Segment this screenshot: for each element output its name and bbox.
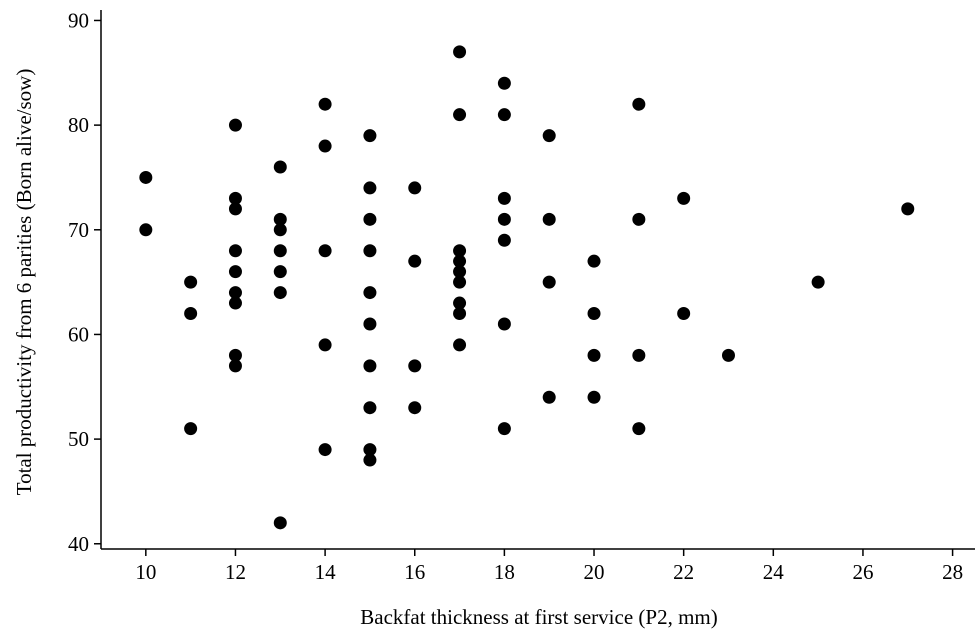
x-tick-label: 24 xyxy=(763,560,785,584)
data-point xyxy=(408,359,422,373)
data-point xyxy=(632,97,646,111)
data-point xyxy=(542,390,556,404)
data-point xyxy=(542,275,556,289)
data-point xyxy=(318,139,332,153)
x-tick-label: 10 xyxy=(135,560,156,584)
data-point xyxy=(228,202,242,216)
y-tick-label: 40 xyxy=(68,532,89,556)
x-tick-label: 22 xyxy=(673,560,694,584)
data-point xyxy=(632,348,646,362)
y-tick-label: 60 xyxy=(68,322,89,346)
data-point xyxy=(184,422,198,436)
data-point xyxy=(363,244,377,258)
data-point xyxy=(453,244,467,258)
data-point xyxy=(228,359,242,373)
data-point xyxy=(453,275,467,289)
data-point xyxy=(363,181,377,195)
data-point xyxy=(453,45,467,59)
y-tick-label: 50 xyxy=(68,427,89,451)
data-points xyxy=(139,45,915,530)
data-point xyxy=(318,443,332,457)
data-point xyxy=(632,212,646,226)
data-point xyxy=(542,212,556,226)
x-tick-label: 18 xyxy=(494,560,515,584)
y-tick-label: 70 xyxy=(68,218,89,242)
data-point xyxy=(273,516,287,530)
data-point xyxy=(587,307,601,321)
axes: 40 50 60 70 80 90 10 12 14 16 18 20 22 24 26 28 xyxy=(68,8,975,584)
data-point xyxy=(453,296,467,310)
data-point xyxy=(363,401,377,415)
y-axis-label: Total productivity from 6 parities (Born… xyxy=(12,69,36,496)
data-point xyxy=(228,118,242,132)
y-tick-label: 90 xyxy=(68,8,89,32)
data-point xyxy=(542,129,556,143)
data-point xyxy=(228,265,242,279)
data-point xyxy=(497,212,511,226)
data-point xyxy=(632,422,646,436)
data-point xyxy=(363,129,377,143)
data-point xyxy=(273,286,287,300)
data-point xyxy=(363,359,377,373)
data-point xyxy=(587,390,601,404)
data-point xyxy=(677,191,691,205)
data-point xyxy=(677,307,691,321)
data-point xyxy=(273,160,287,174)
data-point xyxy=(139,223,153,237)
data-point xyxy=(184,275,198,289)
y-tick-label: 80 xyxy=(68,113,89,137)
data-point xyxy=(587,254,601,268)
data-point xyxy=(497,422,511,436)
data-point xyxy=(273,244,287,258)
data-point xyxy=(363,443,377,457)
x-tick-label: 26 xyxy=(852,560,873,584)
data-point xyxy=(228,244,242,258)
data-point xyxy=(408,254,422,268)
x-tick-label: 20 xyxy=(584,560,605,584)
data-point xyxy=(273,265,287,279)
data-point xyxy=(184,307,198,321)
data-point xyxy=(228,348,242,362)
data-point xyxy=(228,296,242,310)
data-point xyxy=(408,181,422,195)
data-point xyxy=(587,348,601,362)
x-tick-label: 14 xyxy=(315,560,337,584)
data-point xyxy=(497,191,511,205)
data-point xyxy=(318,338,332,352)
data-point xyxy=(273,212,287,226)
data-point xyxy=(453,307,467,321)
x-tick-label: 28 xyxy=(942,560,963,584)
data-point xyxy=(363,317,377,331)
data-point xyxy=(228,286,242,300)
data-point xyxy=(408,401,422,415)
data-point xyxy=(453,265,467,279)
data-point xyxy=(273,223,287,237)
x-tick-label: 12 xyxy=(225,560,246,584)
data-point xyxy=(811,275,825,289)
data-point xyxy=(363,212,377,226)
data-point xyxy=(497,108,511,122)
data-point xyxy=(318,97,332,111)
data-point xyxy=(363,453,377,467)
data-point xyxy=(497,233,511,247)
x-axis-label: Backfat thickness at first service (P2, … xyxy=(360,605,717,629)
data-point xyxy=(497,317,511,331)
data-point xyxy=(453,338,467,352)
data-point xyxy=(363,286,377,300)
data-point xyxy=(453,254,467,268)
x-tick-label: 16 xyxy=(404,560,425,584)
data-point xyxy=(318,244,332,258)
data-point xyxy=(901,202,915,216)
data-point xyxy=(228,191,242,205)
data-point xyxy=(139,170,153,184)
data-point xyxy=(497,76,511,90)
data-point xyxy=(453,108,467,122)
data-point xyxy=(721,348,735,362)
